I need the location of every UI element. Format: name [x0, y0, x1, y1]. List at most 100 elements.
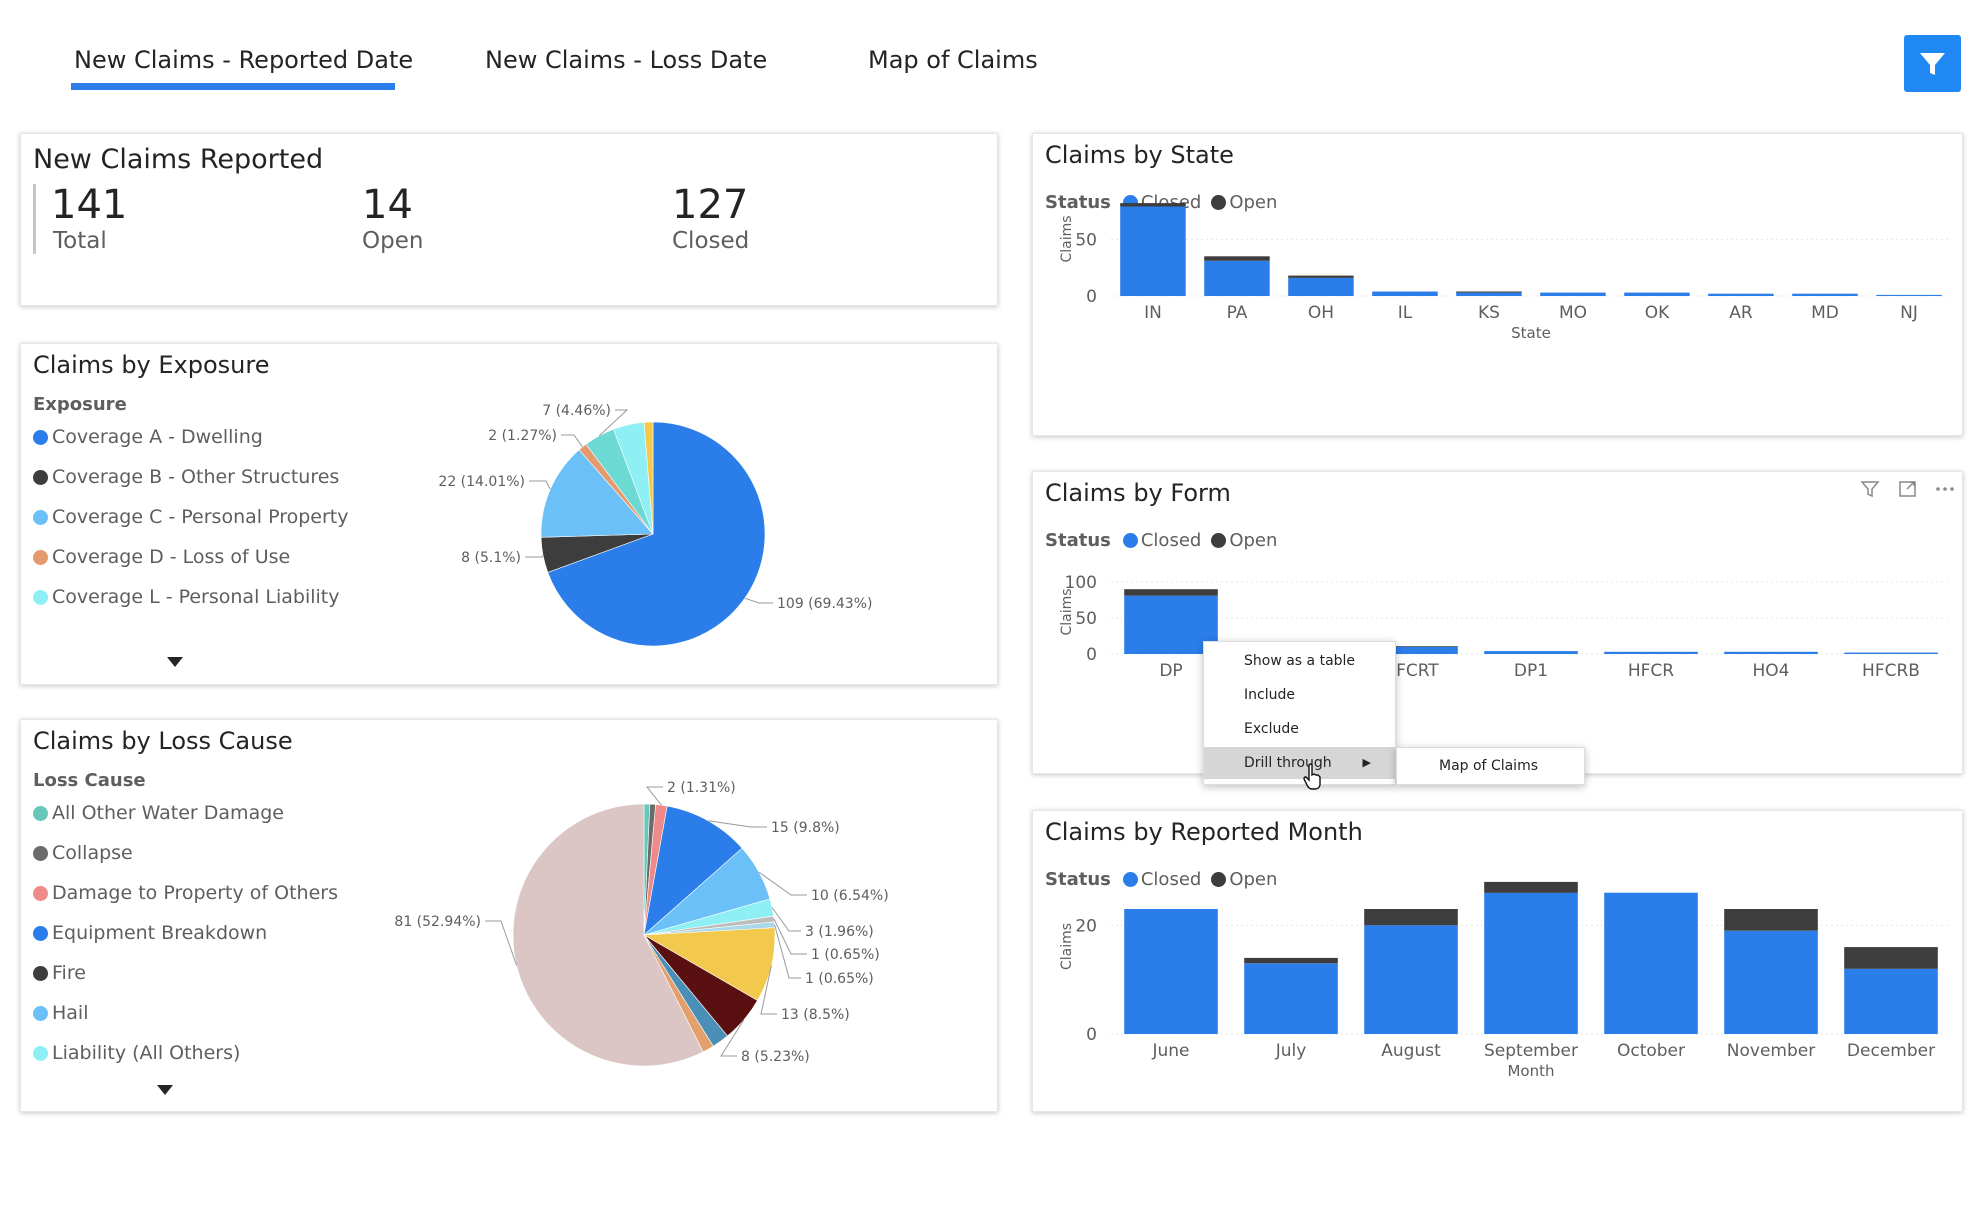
bar-segment-closed[interactable] — [1844, 652, 1938, 654]
bar-segment-open[interactable] — [1364, 909, 1458, 926]
x-tick-label: August — [1381, 1041, 1441, 1061]
bar-segment-closed[interactable] — [1124, 909, 1218, 1034]
bar-segment-open[interactable] — [1288, 275, 1354, 278]
legend-label: Collapse — [52, 842, 133, 864]
bar-segment-closed[interactable] — [1288, 277, 1354, 296]
bar-segment-open[interactable] — [1120, 203, 1186, 207]
tab-new-claims-loss-date[interactable]: New Claims - Loss Date — [485, 46, 768, 74]
tab-map-of-claims[interactable]: Map of Claims — [868, 46, 1038, 74]
claims-by-loss-cause-card: Claims by Loss Cause Loss Cause All Othe… — [20, 719, 998, 1112]
leader-line — [598, 409, 629, 437]
bar-segment-closed[interactable] — [1844, 968, 1938, 1034]
legend-item[interactable]: Collapse — [33, 842, 133, 864]
legend-item[interactable]: All Other Water Damage — [33, 802, 284, 824]
pie-slice[interactable] — [547, 421, 766, 647]
legend-item-closed[interactable]: Closed — [1122, 530, 1201, 551]
legend-label: Coverage L - Personal Liability — [52, 586, 340, 608]
chevron-right-icon: ▶ — [1362, 756, 1371, 769]
x-tick-label: November — [1727, 1041, 1815, 1061]
submenu-item-map-of-claims[interactable]: Map of Claims — [1439, 758, 1539, 774]
bar-segment-closed[interactable] — [1708, 293, 1774, 296]
legend-dot — [33, 1005, 48, 1021]
bar-segment-closed[interactable] — [1540, 292, 1606, 296]
pie-slice[interactable] — [643, 421, 654, 535]
legend-item[interactable]: Damage to Property of Others — [33, 882, 338, 904]
bar-segment-closed[interactable] — [1792, 293, 1858, 296]
legend-item-closed[interactable]: Closed — [1122, 869, 1202, 890]
legend-item[interactable]: Liability (All Others) — [33, 1042, 240, 1064]
legend-item-open[interactable]: Open — [1211, 192, 1277, 213]
bar-segment-open[interactable] — [1204, 256, 1270, 261]
legend-item[interactable]: Hail — [33, 1002, 89, 1024]
tab-new-claims-reported-date[interactable]: New Claims - Reported Date — [74, 46, 414, 74]
x-tick-label: HFCR — [1628, 661, 1674, 681]
legend-dot — [33, 965, 48, 981]
drill-through-submenu: Map of Claims — [1396, 747, 1585, 785]
menu-item-include[interactable]: Include — [1244, 687, 1295, 703]
legend-item[interactable]: Coverage D - Loss of Use — [33, 546, 290, 568]
legend-item[interactable]: Coverage L - Personal Liability — [33, 586, 340, 608]
menu-item-show-as-table[interactable]: Show as a table — [1244, 653, 1356, 669]
bar-segment-open[interactable] — [1484, 881, 1578, 893]
bar-segment-open[interactable] — [1364, 646, 1458, 647]
status-legend: Status Closed Open — [1045, 530, 1287, 551]
x-axis-label: Month — [1507, 1062, 1554, 1080]
legend-item[interactable]: Fire — [33, 962, 86, 984]
bar-segment-closed[interactable] — [1204, 260, 1270, 296]
legend-label: Coverage B - Other Structures — [52, 466, 340, 488]
legend-label: Liability (All Others) — [52, 1042, 241, 1064]
legend-item[interactable]: Coverage A - Dwelling — [33, 426, 263, 448]
pie-slice[interactable] — [540, 449, 654, 538]
bar-segment-closed[interactable] — [1484, 892, 1578, 1034]
bar-segment-closed[interactable] — [1124, 595, 1218, 654]
bar-segment-closed[interactable] — [1456, 292, 1522, 296]
x-tick-label: December — [1847, 1041, 1935, 1061]
legend-label: All Other Water Damage — [52, 802, 284, 824]
data-label: 1 (0.65%) — [805, 971, 874, 987]
bar-segment-closed[interactable] — [1364, 646, 1458, 654]
legend-item[interactable]: Coverage C - Personal Property — [33, 506, 348, 528]
bar-segment-open[interactable] — [1844, 947, 1938, 969]
leader-line — [529, 480, 551, 490]
bar-segment-open[interactable] — [1124, 589, 1218, 596]
filter-icon[interactable] — [1859, 478, 1881, 500]
bar-segment-closed[interactable] — [1120, 206, 1186, 297]
more-options-icon[interactable] — [1934, 478, 1956, 500]
bar-segment-closed[interactable] — [1604, 651, 1698, 654]
filter-pane-button[interactable] — [1904, 35, 1961, 92]
menu-item-drill-through[interactable]: Drill through ▶ — [1204, 747, 1395, 779]
x-tick-label: September — [1484, 1041, 1578, 1061]
legend-scroll-down-arrow[interactable] — [167, 657, 183, 667]
x-tick-label: June — [1151, 1041, 1189, 1061]
bar-segment-closed[interactable] — [1244, 963, 1338, 1034]
legend-dot — [33, 589, 48, 605]
bar-segment-closed[interactable] — [1372, 291, 1438, 297]
bar-segment-closed[interactable] — [1724, 651, 1818, 654]
card-title: Claims by Reported Month — [1045, 818, 1363, 846]
bar-segment-closed[interactable] — [1484, 651, 1578, 654]
bar-segment-closed[interactable] — [1724, 930, 1818, 1034]
legend-label: Closed — [1140, 869, 1202, 890]
bar-segment-open[interactable] — [1244, 957, 1338, 964]
bar-segment-closed[interactable] — [1624, 292, 1690, 296]
y-tick-label: 0 — [1086, 287, 1097, 307]
status-legend: Status Closed Open — [1045, 192, 1287, 213]
focus-mode-icon[interactable] — [1897, 478, 1919, 500]
legend-scroll-down-arrow[interactable] — [157, 1085, 173, 1095]
legend-item-open[interactable]: Open — [1211, 869, 1277, 890]
data-label: 81 (52.94%) — [394, 914, 481, 930]
bar-segment-closed[interactable] — [1604, 892, 1698, 1034]
bar-segment-closed[interactable] — [1876, 294, 1942, 296]
bar-segment-closed[interactable] — [1364, 925, 1458, 1034]
legend-item[interactable]: Equipment Breakdown — [33, 922, 267, 944]
legend-item[interactable]: Coverage B - Other Structures — [33, 466, 339, 488]
legend-item-open[interactable]: Open — [1211, 530, 1277, 551]
card-title: Claims by State — [1045, 141, 1234, 169]
bar-segment-open[interactable] — [1724, 909, 1818, 931]
legend-dot — [33, 469, 48, 485]
leader-line — [773, 918, 807, 955]
card-title: Claims by Form — [1045, 479, 1231, 507]
menu-item-exclude[interactable]: Exclude — [1244, 721, 1299, 737]
bar-segment-open[interactable] — [1456, 291, 1522, 293]
